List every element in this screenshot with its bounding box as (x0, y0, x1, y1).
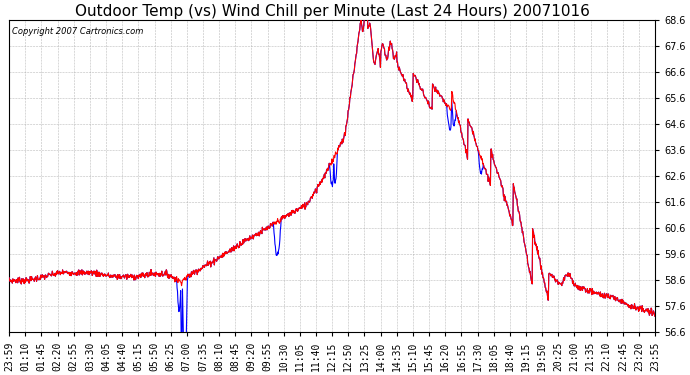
Title: Outdoor Temp (vs) Wind Chill per Minute (Last 24 Hours) 20071016: Outdoor Temp (vs) Wind Chill per Minute … (75, 4, 590, 19)
Text: Copyright 2007 Cartronics.com: Copyright 2007 Cartronics.com (12, 27, 144, 36)
